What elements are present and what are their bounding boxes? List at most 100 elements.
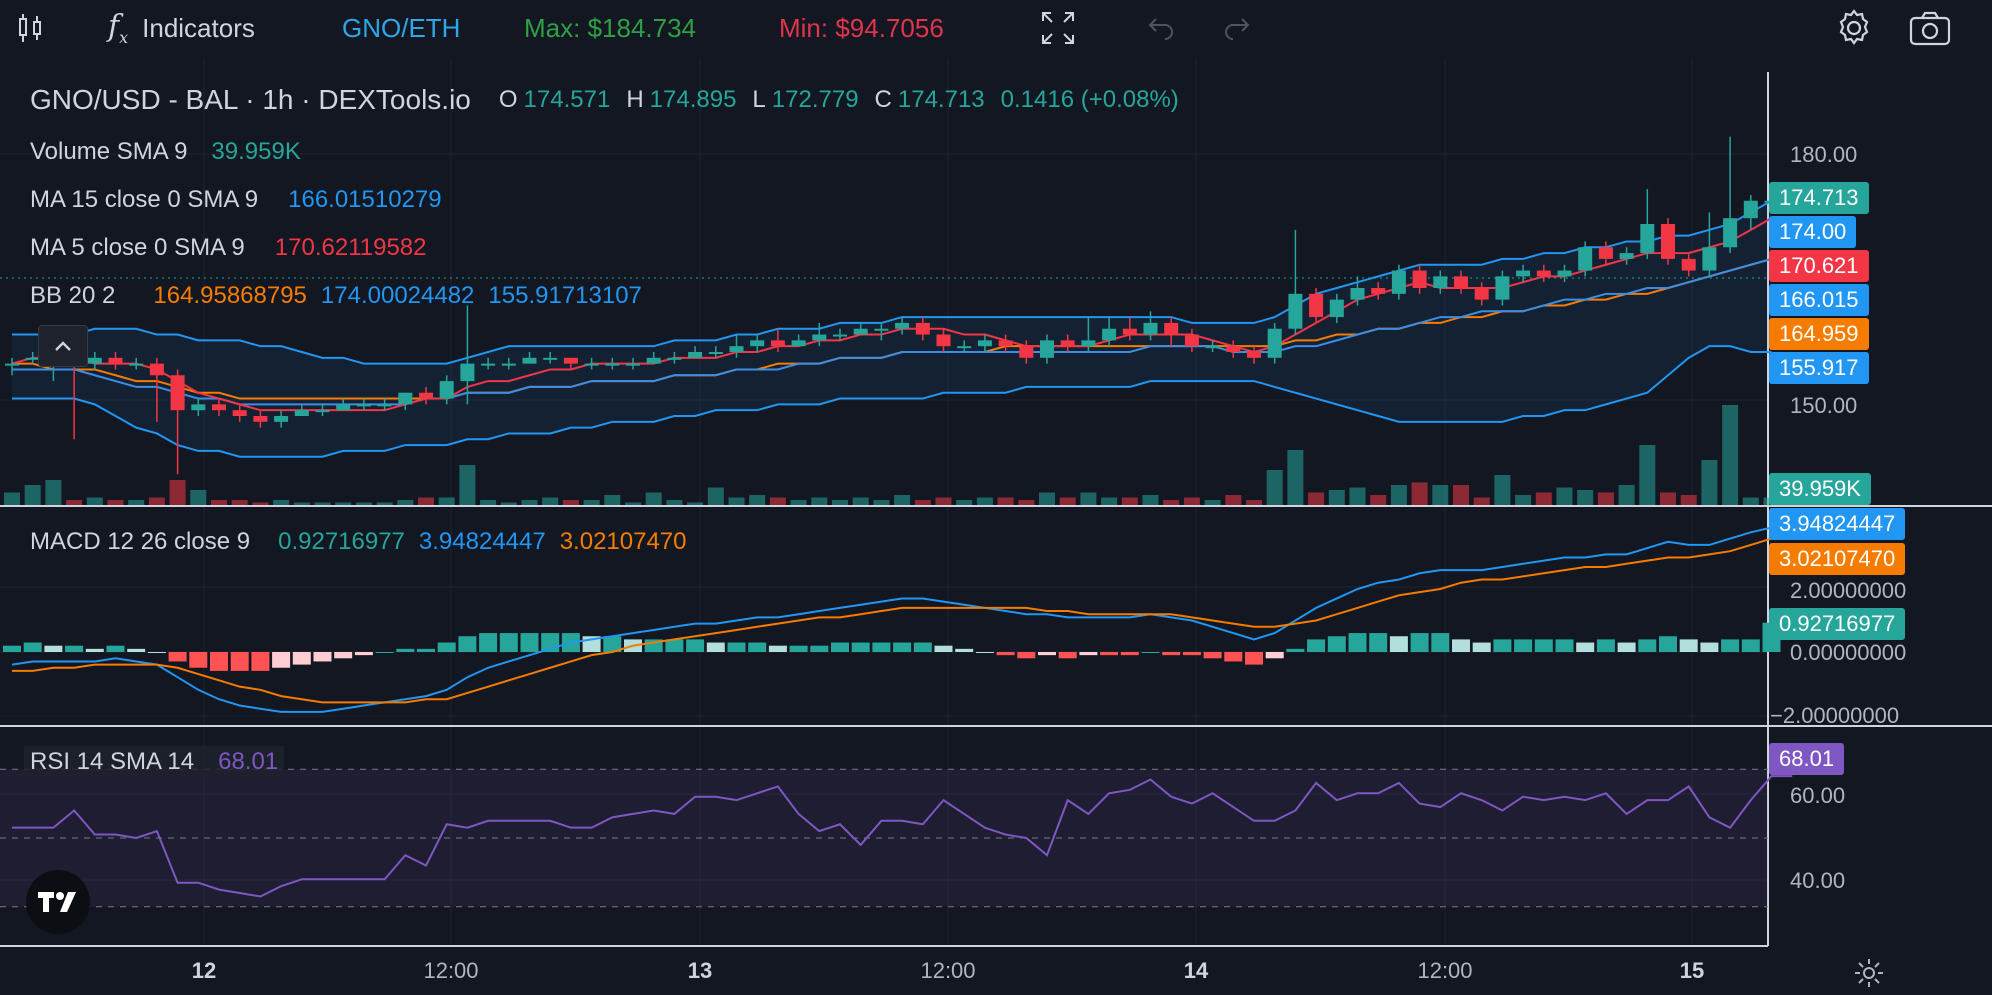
macd-histogram-bar [1410, 633, 1429, 652]
macd-histogram-bar [230, 652, 249, 671]
volume-bar [45, 480, 62, 505]
ma5-legend[interactable]: MA 5 close 0 SMA 9 170.62119582 [30, 234, 427, 261]
volume-bar [1059, 497, 1076, 505]
macd-axis-label: 0.00000000 [1790, 640, 1907, 665]
candles-icon[interactable] [14, 10, 48, 46]
macd-histogram-bar [520, 633, 539, 652]
symbol-button[interactable]: GNO/ETH [342, 12, 461, 43]
time-axis-label: 12:00 [1417, 958, 1473, 983]
volume-bar [500, 502, 517, 505]
candle-body [1516, 270, 1531, 277]
macd-histogram-bar [272, 652, 291, 668]
volume-bar [1535, 492, 1552, 505]
redo-icon[interactable] [1220, 10, 1254, 46]
candle-body [936, 334, 951, 347]
volume-legend[interactable]: Volume SMA 9 39.959K [30, 138, 301, 165]
macd-histogram-bar [996, 652, 1015, 656]
macd-histogram-bar [706, 642, 725, 652]
macd-histogram-bar [893, 642, 912, 652]
bb-lower-tag: 155.917 [1769, 352, 1869, 384]
macd-histogram-bar [1617, 642, 1636, 652]
volume-tag: 39.959K [1769, 473, 1871, 505]
tradingview-logo[interactable] [26, 870, 90, 934]
candle-body [1743, 200, 1758, 219]
volume-bar [790, 500, 807, 505]
candle-body [1454, 276, 1468, 288]
macd-histogram-bar [1679, 639, 1698, 652]
volume-bar [293, 502, 310, 505]
candle-body [957, 346, 972, 349]
undo-icon[interactable] [1144, 10, 1178, 46]
candle-body [1640, 224, 1655, 254]
axis-settings-icon[interactable] [1852, 956, 1886, 995]
candle-body [1598, 247, 1613, 259]
macd-axis-label: −2.00000000 [1770, 703, 1900, 728]
gear-icon[interactable] [1834, 9, 1874, 46]
volume-bar [1680, 495, 1697, 505]
candle-body [895, 322, 910, 329]
candle-body [605, 363, 620, 366]
volume-bar [231, 500, 248, 505]
macd-histogram-bar [1638, 639, 1657, 652]
macd-histogram-bar [1514, 639, 1533, 652]
volume-bar [583, 500, 600, 505]
macd-legend[interactable]: MACD 12 26 close 9 0.92716977 3.94824447… [30, 528, 687, 555]
bb-legend[interactable]: BB 20 2 164.95868795 174.00024482 155.91… [30, 282, 642, 309]
candle-body [398, 392, 413, 405]
candle-body [853, 328, 868, 335]
macd-line [11, 526, 1772, 713]
macd-histogram-bar [1472, 642, 1491, 652]
candle-body [129, 363, 144, 366]
candle-body [501, 363, 516, 366]
volume-bar [914, 500, 931, 505]
volume-bar [1722, 405, 1739, 505]
macd-histogram-bar [1203, 652, 1222, 659]
volume-bar [604, 495, 621, 505]
macd-histogram-bar [1307, 639, 1326, 652]
volume-bars [4, 405, 1780, 505]
volume-bar [976, 497, 993, 505]
candle-body [191, 404, 206, 411]
rsi-line [12, 775, 1793, 898]
indicators-button[interactable]: fx Indicators [108, 9, 255, 47]
macd-histogram-bar [437, 642, 456, 652]
candle-body [356, 404, 371, 407]
macd-histogram-bar [603, 636, 622, 652]
ma15-legend[interactable]: MA 15 close 0 SMA 9 166.01510279 [30, 186, 442, 213]
ma15-line [12, 257, 1772, 406]
volume-bar [169, 480, 186, 505]
volume-bar [355, 502, 372, 505]
macd-histogram-bar [3, 645, 21, 652]
volume-bar [66, 500, 83, 505]
volume-bar [728, 497, 745, 505]
macd-histogram-bar [499, 633, 518, 652]
volume-bar [1742, 497, 1759, 505]
collapse-legend-button[interactable] [38, 325, 88, 367]
candle-body [1184, 334, 1199, 347]
volume-bar [1183, 497, 1200, 505]
volume-bar [480, 500, 497, 505]
macd-signal-tag: 3.02107470 [1769, 543, 1906, 575]
candle-body [149, 363, 164, 376]
rsi-axis-label: 40.00 [1790, 868, 1846, 893]
rsi-legend[interactable]: RSI 14 SMA 14 68.01 [24, 746, 285, 778]
volume-bar [438, 497, 455, 505]
macd-histogram-bar [1452, 639, 1470, 652]
camera-icon[interactable] [1908, 10, 1952, 46]
candle-body [646, 357, 661, 364]
volume-bar [542, 497, 559, 505]
candle-body [584, 363, 599, 366]
volume-bar [1494, 475, 1511, 505]
macd-histogram-bar [1659, 636, 1677, 652]
macd-histogram-bar [1389, 636, 1408, 652]
candle-body [729, 346, 744, 352]
fullscreen-icon[interactable] [1040, 10, 1076, 46]
volume-bar [1556, 487, 1573, 505]
volume-bar [997, 497, 1014, 505]
macd-axis-label: 2.00000000 [1790, 578, 1907, 603]
macd-histogram-bar [1369, 633, 1388, 652]
macd-histogram-bar [127, 648, 146, 652]
candle-body [1474, 288, 1489, 300]
candle-body [770, 340, 785, 347]
